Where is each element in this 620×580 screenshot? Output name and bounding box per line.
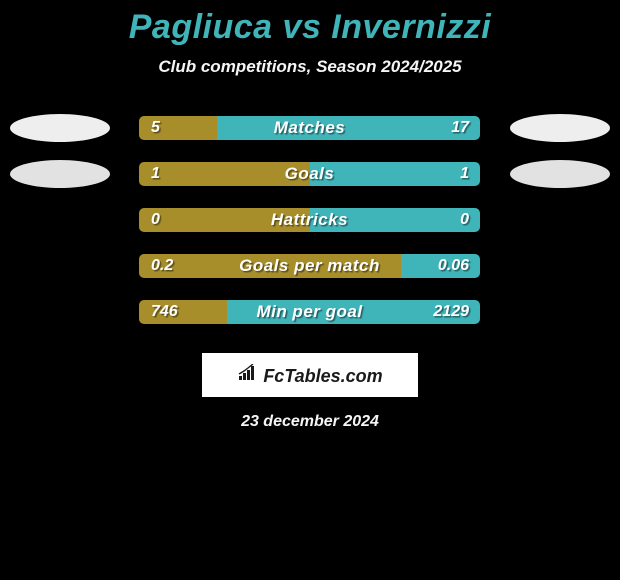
team-badge-right (510, 114, 610, 142)
stat-bar-left (139, 254, 401, 278)
stat-bar-right (217, 116, 480, 140)
stat-row: Goals11 (0, 151, 620, 197)
stat-bar-track (139, 162, 480, 186)
stat-row: Matches517 (0, 105, 620, 151)
stat-bar-right (310, 208, 480, 232)
stat-row: Min per goal7462129 (0, 289, 620, 335)
team-badge-left (10, 114, 110, 142)
stat-bar-left (139, 300, 227, 324)
page-subtitle: Club competitions, Season 2024/2025 (0, 57, 620, 77)
brand-text: FcTables.com (263, 366, 382, 387)
stat-bar-left (139, 116, 217, 140)
team-badge-left (10, 160, 110, 188)
stat-row: Hattricks00 (0, 197, 620, 243)
stat-bar-right (310, 162, 480, 186)
brand-box: FcTables.com (202, 353, 418, 397)
page-title: Pagliuca vs Invernizzi (0, 0, 620, 47)
stat-bar-track (139, 208, 480, 232)
stat-bar-right (227, 300, 480, 324)
comparison-infographic: Pagliuca vs Invernizzi Club competitions… (0, 0, 620, 580)
brand-inner: FcTables.com (237, 364, 382, 387)
stat-bar-right (401, 254, 480, 278)
team-badge-right (510, 160, 610, 188)
stat-row: Goals per match0.20.06 (0, 243, 620, 289)
stat-bar-left (139, 208, 310, 232)
stat-bar-track (139, 254, 480, 278)
bar-chart-icon (237, 364, 259, 387)
stats-section: Matches517Goals11Hattricks00Goals per ma… (0, 105, 620, 335)
footer-date: 23 december 2024 (0, 413, 620, 431)
stat-bar-left (139, 162, 310, 186)
stat-bar-track (139, 300, 480, 324)
stat-bar-track (139, 116, 480, 140)
